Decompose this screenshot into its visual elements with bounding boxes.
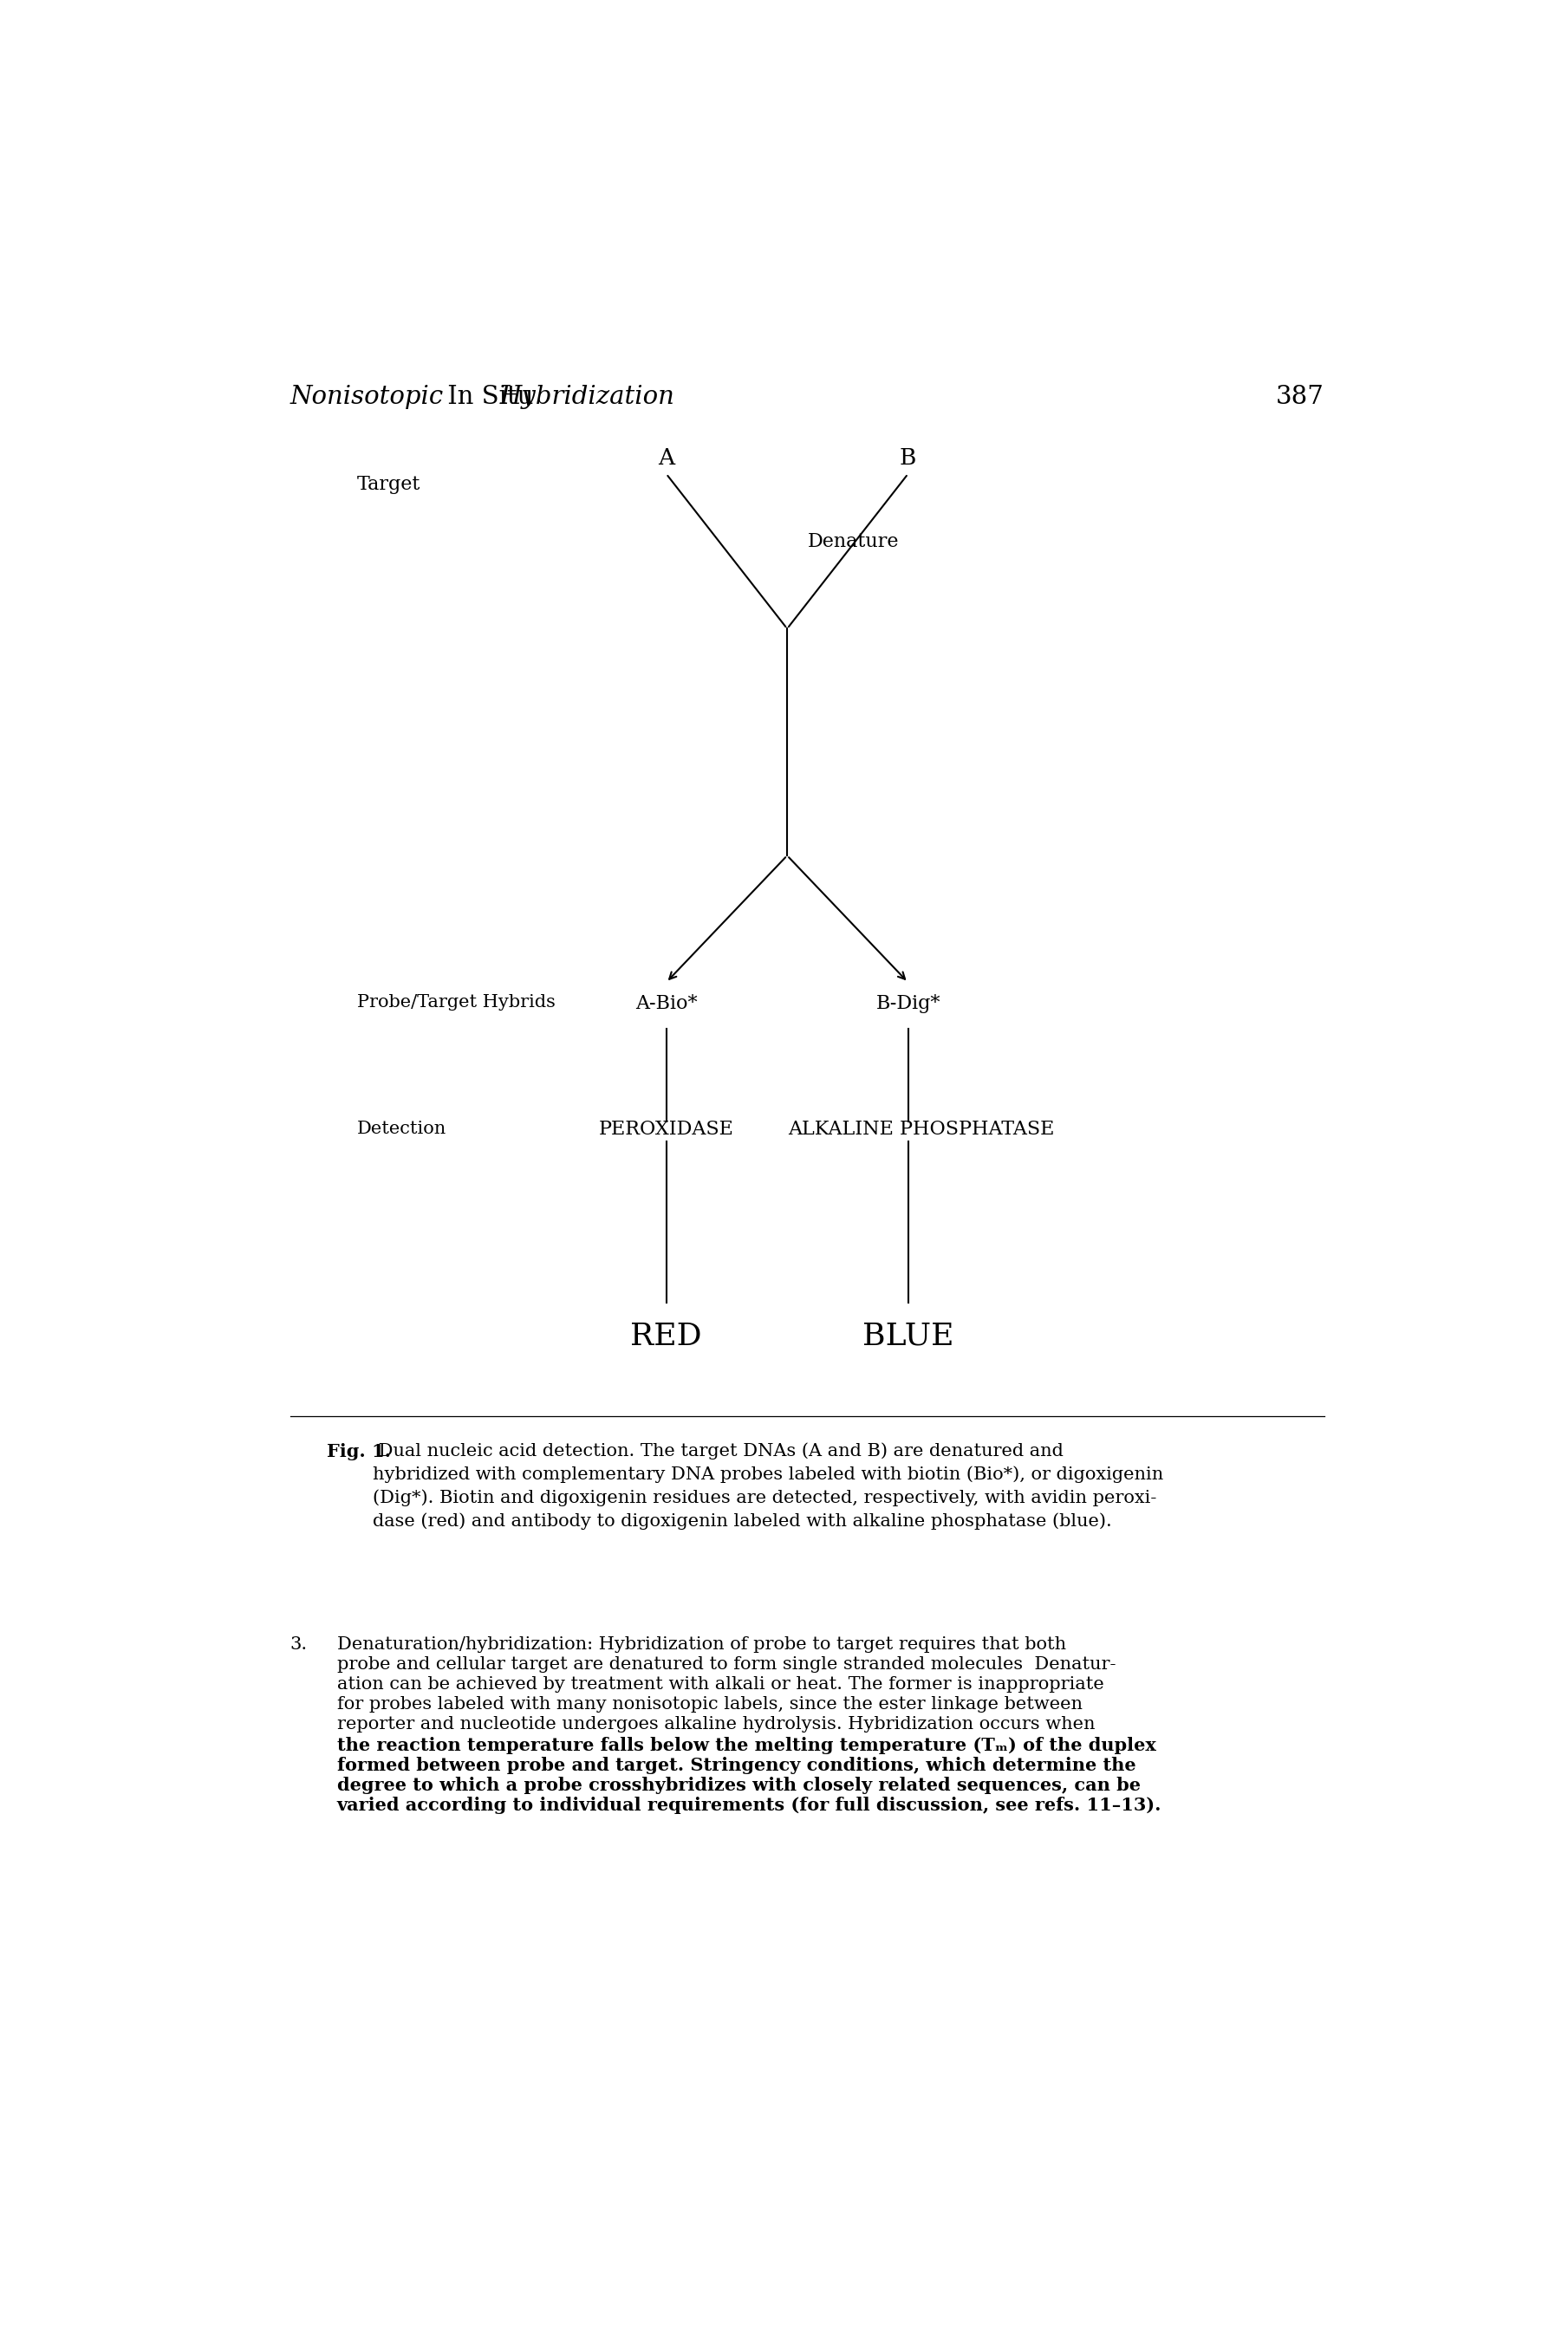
Text: Denaturation/hybridization: Hybridization of probe to target requires that both: Denaturation/hybridization: Hybridizatio… [337,1636,1066,1652]
Text: PEROXIDASE: PEROXIDASE [599,1120,734,1138]
Text: Fig. 1.: Fig. 1. [328,1443,390,1460]
Text: RED: RED [630,1321,702,1352]
Text: 387: 387 [1276,385,1325,408]
Text: A: A [659,446,674,469]
Text: B: B [900,446,916,469]
Text: probe and cellular target are denatured to form single stranded molecules  Denat: probe and cellular target are denatured … [337,1657,1116,1673]
Text: In Situ: In Situ [439,385,541,408]
Text: A-Bio*: A-Bio* [635,995,698,1014]
Text: Hybridization: Hybridization [500,385,674,408]
Text: Nonisotopic: Nonisotopic [290,385,444,408]
Text: ation can be achieved by treatment with alkali or heat. The former is inappropri: ation can be achieved by treatment with … [337,1676,1104,1692]
Text: formed between probe and target. Stringency conditions, which determine the: formed between probe and target. Stringe… [337,1756,1135,1774]
Text: Denature: Denature [808,533,898,552]
Text: Dual nucleic acid detection. The target DNAs (A and B) are denatured and
hybridi: Dual nucleic acid detection. The target … [373,1443,1163,1530]
Text: for probes labeled with many nonisotopic labels, since the ester linkage between: for probes labeled with many nonisotopic… [337,1697,1082,1713]
Text: Detection: Detection [358,1122,447,1138]
Text: varied according to individual requirements (for full discussion, see refs. 11–1: varied according to individual requireme… [337,1795,1162,1814]
Text: reporter and nucleotide undergoes alkaline hydrolysis. Hybridization occurs when: reporter and nucleotide undergoes alkali… [337,1716,1094,1732]
Text: Probe/Target Hybrids: Probe/Target Hybrids [358,995,555,1012]
Text: ALKALINE PHOSPHATASE: ALKALINE PHOSPHATASE [789,1120,1055,1138]
Text: 3.: 3. [290,1636,307,1652]
Text: degree to which a probe crosshybridizes with closely related sequences, can be: degree to which a probe crosshybridizes … [337,1777,1140,1793]
Text: BLUE: BLUE [862,1321,953,1352]
Text: the reaction temperature falls below the melting temperature (Tₘ) of the duplex: the reaction temperature falls below the… [337,1737,1156,1753]
Text: B-Dig*: B-Dig* [877,995,941,1014]
Text: Target: Target [358,474,420,495]
